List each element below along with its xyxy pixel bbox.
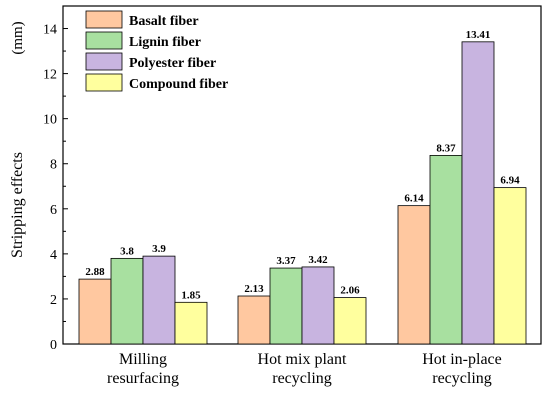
- y-axis-unit: (mm): [10, 21, 26, 54]
- bar: [174, 301, 208, 345]
- bars: [78, 41, 527, 345]
- bar: [461, 41, 495, 345]
- y-tick-label: 2: [50, 293, 57, 308]
- bar: [397, 205, 431, 345]
- bar: [78, 278, 112, 345]
- legend-swatch: [85, 52, 123, 71]
- bar: [493, 187, 527, 345]
- legend-swatch: [85, 31, 123, 50]
- bar: [237, 295, 271, 345]
- legend-label: Basalt fiber: [129, 14, 199, 29]
- bar-value-label: 3.8: [120, 245, 134, 257]
- data-labels: 2.88 2.13 6.14 3.8 3.37 8.37 3.9 3.42 13.41 1.85 2…: [85, 29, 520, 301]
- legend-label: Lignin fiber: [129, 35, 201, 50]
- bar: [429, 154, 463, 345]
- bar-value-label: 2.06: [340, 285, 360, 297]
- x-category-label: Hot in-place: [422, 351, 502, 368]
- legend-label: Polyester fiber: [129, 56, 216, 71]
- y-tick-label: 10: [43, 113, 57, 128]
- x-category-label: recycling: [432, 370, 492, 387]
- x-category-label: recycling: [272, 370, 332, 387]
- y-axis-label: Stripping effects: [9, 152, 26, 258]
- bar-value-label: 8.37: [436, 142, 456, 154]
- x-category-label: Hot mix plant: [258, 351, 347, 368]
- y-tick-label: 14: [43, 23, 57, 38]
- y-tick-label: 4: [50, 248, 57, 263]
- bar-value-label: 3.37: [276, 255, 296, 267]
- bar: [110, 257, 144, 345]
- bar: [269, 267, 303, 345]
- bar: [142, 255, 176, 345]
- legend-swatch: [85, 10, 123, 29]
- bar-value-label: 6.94: [500, 175, 520, 187]
- bar-value-label: 13.41: [466, 29, 491, 41]
- legend: Basalt fiber Lignin fiber Polyester fiber C…: [85, 10, 228, 92]
- bar-value-label: 3.9: [152, 243, 166, 255]
- bar-value-label: 3.42: [308, 254, 328, 266]
- y-tick-label: 0: [50, 338, 57, 353]
- y-tick-label: 6: [50, 203, 57, 218]
- bar: [333, 297, 367, 345]
- bar-value-label: 1.85: [181, 289, 201, 301]
- axes: 0 2 4 6 8 10 12 14 Milling resurfacing Hot mix pla…: [9, 5, 542, 387]
- bar-value-label: 6.14: [404, 193, 424, 205]
- y-tick-label: 12: [43, 68, 57, 83]
- legend-label: Compound fiber: [129, 77, 228, 92]
- bar-value-label: 2.13: [244, 283, 264, 295]
- y-tick-label: 8: [50, 158, 57, 173]
- x-category-label: resurfacing: [107, 370, 179, 387]
- legend-swatch: [85, 73, 123, 92]
- x-category-label: Milling: [119, 351, 167, 368]
- bar-value-label: 2.88: [85, 266, 105, 278]
- bar: [301, 266, 335, 345]
